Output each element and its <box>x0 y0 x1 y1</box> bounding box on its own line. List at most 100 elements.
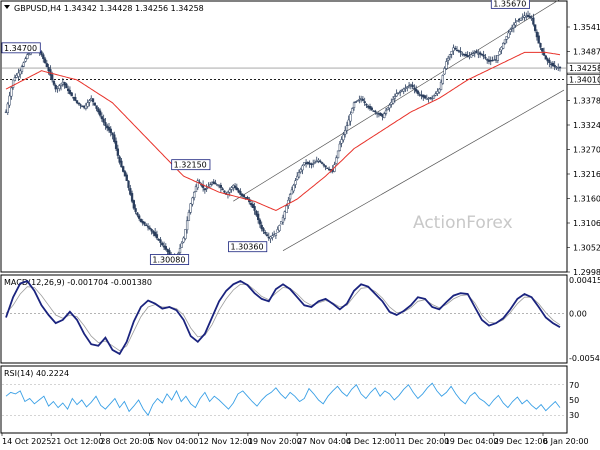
candle-body <box>148 227 151 230</box>
candle-body <box>104 122 107 126</box>
candle-body <box>459 50 462 53</box>
watermark: ActionForex <box>413 213 513 233</box>
macd-y-tick-label: 0.00 <box>569 309 587 318</box>
candle-body <box>235 187 238 191</box>
candle-body <box>24 58 27 62</box>
candle-body <box>125 174 128 181</box>
candle-body <box>539 43 542 48</box>
candle-body <box>51 74 54 81</box>
candle-body <box>264 232 267 234</box>
candle-body <box>233 185 237 188</box>
candle-body <box>65 83 68 89</box>
candle-body <box>209 184 212 188</box>
candle-body <box>416 90 420 94</box>
candle-body <box>237 189 240 193</box>
candle-body <box>343 130 347 135</box>
candle-body <box>496 55 500 61</box>
candle-body <box>223 190 226 193</box>
rsi-y-tick-label: 70 <box>569 381 579 390</box>
candle-body <box>354 101 357 103</box>
collapse-arrow-icon[interactable] <box>4 5 10 9</box>
candle-body <box>448 54 452 58</box>
candle-body <box>383 113 386 119</box>
candle-body <box>130 193 134 202</box>
candle-body <box>445 61 448 69</box>
candle-body <box>450 51 453 55</box>
candle-body <box>180 242 183 248</box>
y-tick-label: 1.31065 <box>573 219 600 228</box>
line-price-label: 1.34010 <box>569 75 600 84</box>
price-annotation: 1.35670 <box>493 0 526 8</box>
candle-body <box>541 48 544 52</box>
price-annotation-box <box>490 0 530 9</box>
candle-body <box>351 108 354 114</box>
candle-body <box>77 102 80 105</box>
candle-body <box>228 189 231 193</box>
line-price-label-box <box>566 74 600 85</box>
candle-body <box>544 55 547 60</box>
rsi-panel-title: RSI(14) 40.2224 <box>4 369 69 378</box>
candle-body <box>358 99 361 101</box>
candle-body <box>191 197 194 205</box>
candle-body <box>509 29 512 32</box>
candle-body <box>86 102 89 107</box>
candle-body <box>182 237 185 243</box>
candle-body <box>415 89 418 92</box>
candle-body <box>219 184 223 188</box>
candle-body <box>70 92 73 97</box>
candle-body <box>294 180 297 185</box>
candle-body <box>114 140 118 149</box>
x-tick-label: 6 Jan 20:00 <box>543 437 589 446</box>
candle-body <box>436 91 439 94</box>
candle-body <box>258 219 262 225</box>
rsi-y-tick-label: 30 <box>569 411 579 420</box>
candle-body <box>537 35 540 44</box>
candle-body <box>109 128 112 133</box>
x-tick-label: 4 Dec 12:00 <box>346 437 395 446</box>
candle-body <box>514 22 517 26</box>
candle-body <box>159 239 162 243</box>
candle-body <box>161 242 164 246</box>
candle-body <box>84 104 88 109</box>
candle-body <box>26 54 29 59</box>
candle-body <box>296 175 299 180</box>
candle-body <box>116 148 120 156</box>
candle-body <box>74 97 77 101</box>
candle-body <box>388 104 391 109</box>
candle-body <box>484 57 487 59</box>
candle-body <box>13 77 17 81</box>
candle-body <box>317 159 320 162</box>
y-tick-label: 1.34870 <box>573 48 600 57</box>
candle-body <box>326 167 329 169</box>
macd-line <box>5 279 561 356</box>
candle-body <box>347 119 350 126</box>
candle-body <box>118 156 121 163</box>
candle-body <box>434 93 437 96</box>
macd-y-tick-label: 0.004159 <box>569 276 600 285</box>
candle-body <box>470 54 473 58</box>
candle-body <box>395 93 398 97</box>
candle-body <box>205 187 208 190</box>
candle-body <box>278 225 281 231</box>
candle-body <box>454 47 457 50</box>
y-tick-label: 1.33780 <box>573 97 600 106</box>
candle-body <box>164 246 167 250</box>
candle-body <box>214 182 217 185</box>
candle-body <box>230 187 233 190</box>
rsi-y-tick-label: 50 <box>569 396 579 405</box>
candle-body <box>260 224 263 230</box>
candle-body <box>189 203 192 213</box>
candle-body <box>75 100 79 104</box>
candle-body <box>498 51 501 55</box>
candle-body <box>221 188 224 191</box>
candle-body <box>168 250 171 255</box>
candle-body <box>239 191 242 195</box>
x-tick-label: 14 Oct 2025 <box>2 437 51 446</box>
candle-body <box>342 134 345 141</box>
candle-body <box>95 105 98 109</box>
candle-body <box>320 162 324 164</box>
price-annotation: 1.32150 <box>174 161 207 170</box>
candle-body <box>139 218 143 223</box>
candle-body <box>427 97 430 100</box>
candle-body <box>478 52 482 55</box>
